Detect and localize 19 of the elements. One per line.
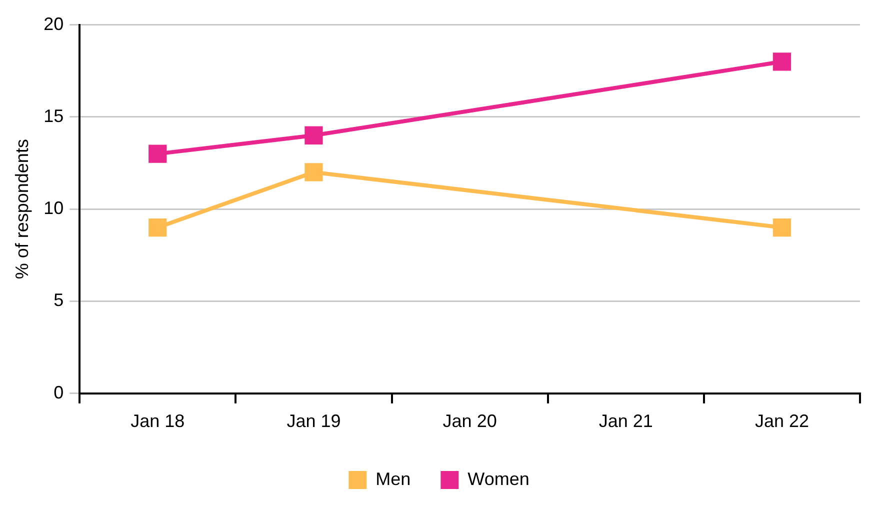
x-tick-label: Jan 21 (598, 411, 653, 432)
y-tick-label: 5 (54, 290, 64, 310)
y-tick-label: 15 (44, 106, 64, 126)
point (148, 144, 167, 163)
legend-label: Women (468, 468, 530, 489)
x-tick-label: Jan 22 (754, 411, 809, 432)
point (772, 52, 792, 71)
y-axis-title: % of respondents (12, 139, 32, 280)
x-tick-label: Jan 18 (130, 411, 185, 432)
point (772, 218, 792, 237)
point (304, 126, 323, 144)
point (148, 218, 167, 237)
y-tick-label: 10 (44, 198, 64, 218)
y-tick-label: 0 (54, 382, 64, 402)
point (304, 163, 323, 182)
legend-label: Men (376, 468, 411, 489)
x-tick-label: Jan 19 (286, 411, 341, 432)
y-tick-label: 20 (44, 14, 64, 34)
x-tick-label: Jan 20 (442, 411, 497, 432)
